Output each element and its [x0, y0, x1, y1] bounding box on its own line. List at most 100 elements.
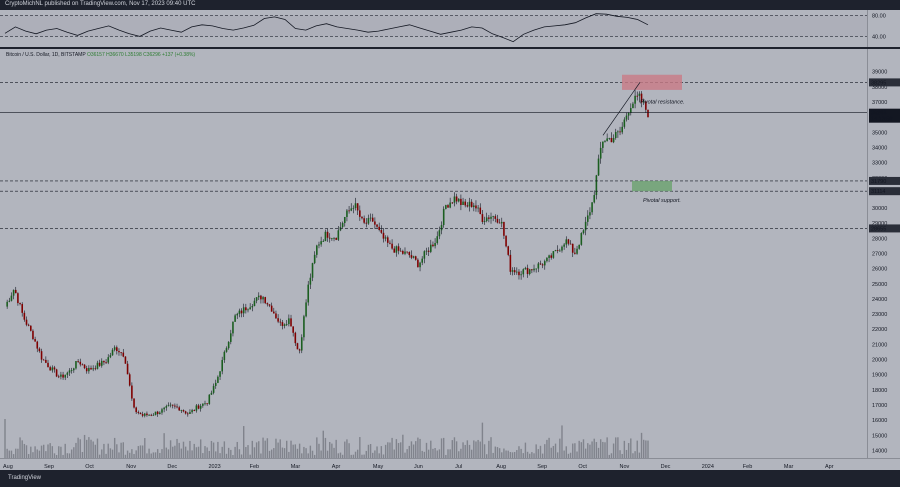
candle-body [305, 302, 307, 317]
candle-body [225, 348, 228, 352]
candle-body [135, 407, 137, 413]
volume-bar [529, 453, 531, 458]
candle-body [640, 93, 643, 103]
volume-bar [139, 445, 142, 458]
price-axis[interactable]: 14000 15000 16000 17000 18000 19000 20000 21000… [867, 49, 900, 458]
candle-body [507, 246, 510, 255]
volume-bar [49, 443, 51, 458]
volume-bar [475, 441, 477, 458]
volume-bar [156, 449, 159, 458]
volume-bar [425, 442, 428, 458]
volume-bar [277, 442, 279, 458]
candle-body [397, 246, 400, 251]
candle-body [359, 210, 361, 217]
volume-bar [447, 449, 449, 458]
volume-bar [608, 454, 610, 458]
volume-bar [6, 448, 8, 458]
candle-body [38, 348, 41, 352]
volume-bar [344, 441, 346, 458]
volume-bar [526, 451, 529, 458]
candle-body [511, 270, 514, 272]
volume-bar [27, 454, 30, 458]
time-axis[interactable]: Aug Sep Oct Nov Dec 2023 Feb Mar Apr May Jun Jul Aug… [0, 458, 900, 471]
volume-bar [111, 449, 114, 458]
volume-bar [582, 439, 585, 458]
volume-bar [642, 439, 645, 458]
rsi-band [0, 15, 867, 37]
volume-bar [240, 454, 243, 458]
candle-body [449, 202, 451, 208]
candle-body [277, 318, 279, 322]
candle-body [223, 351, 226, 360]
candle-body [576, 248, 578, 254]
volume-bar [301, 453, 303, 458]
candle-body [307, 284, 310, 303]
candle-body [249, 307, 251, 310]
candle-body [161, 409, 163, 413]
volume-bar [580, 442, 583, 458]
volume-bar [531, 452, 533, 458]
volume-bar [359, 437, 361, 458]
volume-bar [260, 453, 262, 458]
candle-body [376, 224, 378, 227]
candle-body [475, 205, 477, 209]
candle-body [14, 289, 17, 294]
candle-body [66, 372, 69, 375]
time-tick-label: Jul [455, 464, 462, 470]
candle-body [253, 300, 256, 307]
volume-bar [202, 453, 204, 458]
volume-bar [8, 450, 11, 458]
candle-body [552, 251, 555, 258]
volume-bar [64, 443, 66, 458]
volume-bar [455, 441, 458, 458]
candle-body [524, 267, 527, 270]
candle-body [294, 332, 297, 344]
volume-bar [606, 437, 608, 458]
volume-bar [184, 446, 187, 458]
candle-body [316, 245, 318, 255]
candle-body [503, 221, 505, 236]
candle-body [167, 405, 170, 407]
volume-bar [191, 450, 193, 458]
symbol-legend[interactable]: Bitcoin / U.S. Dollar, 1D, BITSTAMP O361… [6, 52, 195, 58]
candle-body [378, 226, 380, 230]
candle-body [49, 367, 51, 371]
rsi-tick-label: 80.00 [872, 13, 886, 19]
candle-body [445, 205, 447, 209]
volume-bar [262, 437, 264, 458]
candle-body [154, 411, 157, 415]
volume-bar [135, 450, 137, 458]
rsi-pane[interactable] [0, 10, 867, 47]
volume-bar [245, 447, 247, 458]
candle-body [191, 410, 193, 413]
candle-body [273, 311, 275, 314]
price-pane[interactable]: Pivotal resistance. Pivotal support. [0, 49, 867, 458]
volume-bar [94, 444, 97, 458]
candle-body [367, 218, 370, 224]
candle-body [150, 414, 153, 416]
candle-body [152, 414, 155, 416]
trend-line [602, 82, 641, 136]
volume-bar [356, 449, 359, 458]
volume-bar [40, 445, 43, 458]
candle-body [543, 261, 546, 266]
publish-info: CryptoMichNL published on TradingView.co… [5, 1, 196, 7]
volume-bar [120, 442, 122, 458]
time-tick-label: Dec [661, 464, 671, 470]
candle-body [582, 230, 585, 234]
volume-bar [279, 439, 281, 458]
candle-body [70, 370, 73, 372]
candle-body [206, 403, 208, 405]
candle-body [404, 251, 406, 254]
candle-body [288, 318, 290, 325]
candle-body [522, 269, 525, 275]
time-tick-label: Nov [620, 464, 630, 470]
candle-body [393, 248, 396, 253]
candle-body [402, 250, 404, 254]
volume-bar [116, 444, 118, 458]
volume-bar [137, 446, 140, 458]
candle-body [283, 324, 286, 326]
candle-body [466, 205, 469, 207]
candle-body [451, 202, 454, 204]
candle-body [473, 205, 475, 208]
